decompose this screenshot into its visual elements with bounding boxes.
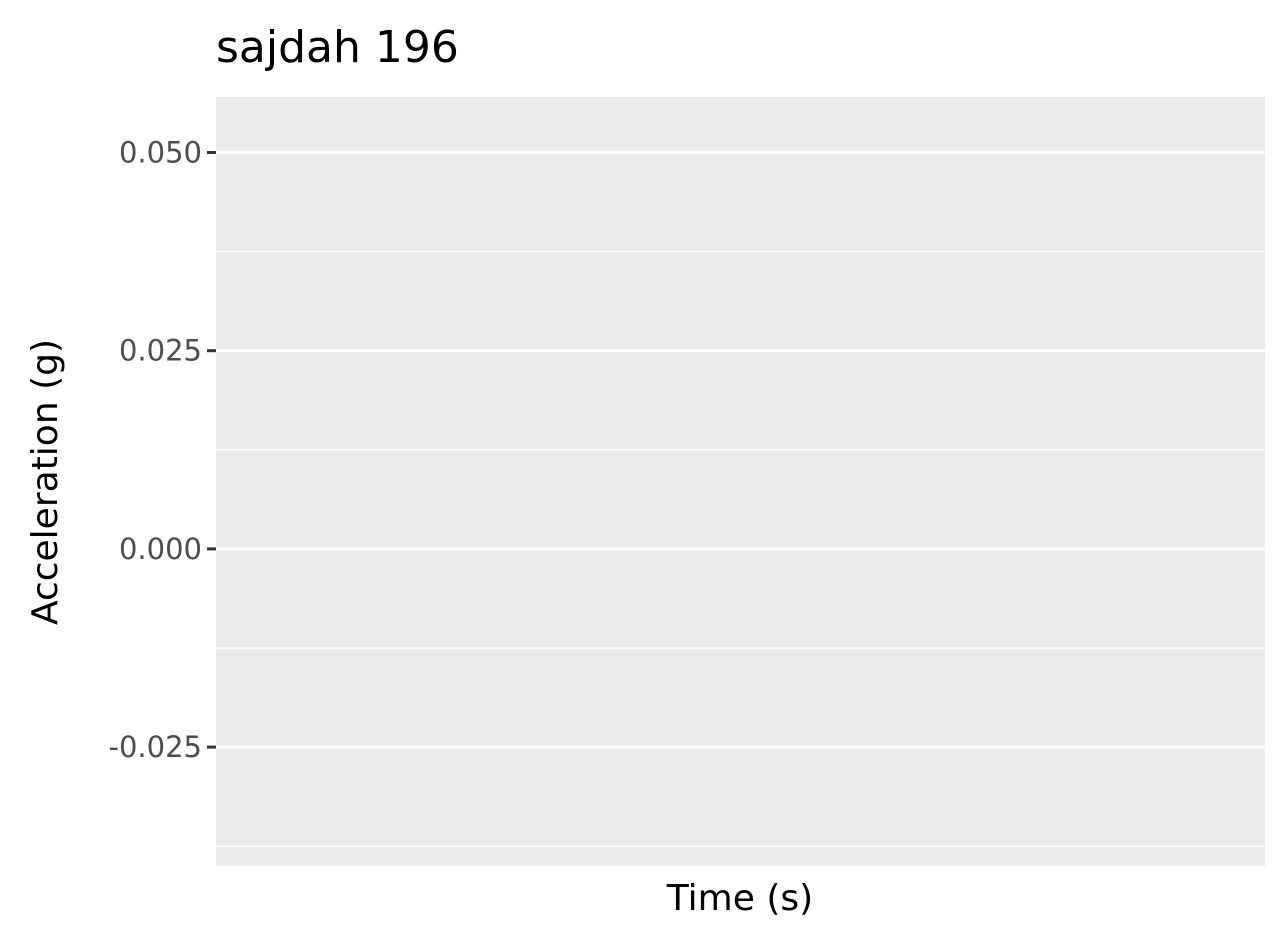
x-axis-title: Time (s)	[666, 878, 813, 919]
y-axis-ticks	[207, 150, 216, 749]
y-tick-label: 0.050	[119, 135, 202, 169]
y-tick-label: -0.025	[109, 730, 203, 764]
grid-major-lines	[216, 151, 1265, 749]
y-tick-label: 0.025	[119, 334, 202, 368]
y-axis-tick-labels: 0.050 0.025 0.000 -0.025	[109, 135, 203, 764]
grid-minor-lines	[216, 250, 1265, 847]
y-axis-title: Acceleration (g)	[25, 339, 66, 625]
chart-title: sajdah 196	[216, 22, 459, 73]
plot-panel	[216, 97, 1265, 866]
y-tick-label: 0.000	[119, 532, 202, 566]
